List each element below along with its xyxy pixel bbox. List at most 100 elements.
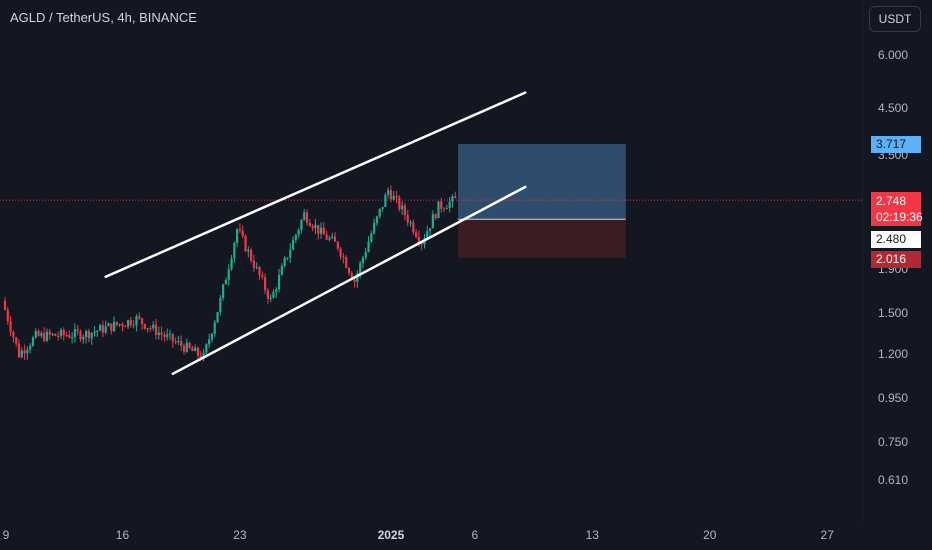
candle-body bbox=[98, 325, 102, 331]
candle-body bbox=[317, 224, 320, 234]
price-axis-tick: 6.000 bbox=[878, 48, 909, 62]
candle-body bbox=[339, 248, 342, 257]
candle-body bbox=[196, 347, 200, 356]
candle-body bbox=[412, 222, 415, 233]
price-axis-tick: 4.500 bbox=[878, 101, 909, 116]
candle-body bbox=[275, 289, 278, 292]
position-zones bbox=[458, 144, 626, 258]
candle-body bbox=[85, 331, 88, 338]
candle-body bbox=[238, 229, 242, 231]
candle-body bbox=[110, 323, 113, 332]
candle-body bbox=[331, 236, 334, 239]
candle-body bbox=[3, 300, 7, 310]
candle-body bbox=[177, 341, 180, 343]
candle-body bbox=[437, 201, 440, 219]
candle-body bbox=[445, 208, 448, 210]
candle-body bbox=[51, 333, 54, 335]
candle-body bbox=[236, 229, 239, 243]
candle-body bbox=[93, 331, 96, 333]
price-axis-tick: 1.200 bbox=[878, 347, 909, 362]
candle-body bbox=[454, 196, 457, 199]
candles bbox=[3, 185, 457, 362]
candle-body bbox=[174, 341, 177, 343]
candle-body bbox=[23, 350, 26, 354]
candle-body bbox=[163, 334, 166, 337]
candle-body bbox=[398, 196, 401, 210]
candle-body bbox=[152, 324, 155, 329]
candle-body bbox=[250, 249, 253, 261]
time-axis-tick: 6 bbox=[471, 528, 479, 542]
candle-body bbox=[15, 337, 18, 344]
candle-body bbox=[20, 350, 23, 358]
time-axis-tick: 27 bbox=[820, 528, 834, 542]
candle-body bbox=[54, 333, 57, 336]
candle-body bbox=[71, 337, 74, 339]
candle-body bbox=[188, 342, 191, 348]
candle-body bbox=[124, 326, 127, 328]
candle-body bbox=[104, 326, 107, 333]
price-axis-tick: 0.750 bbox=[878, 434, 909, 449]
candle-body bbox=[168, 333, 172, 335]
candle-body bbox=[392, 195, 395, 200]
price-axis-separator bbox=[862, 0, 863, 523]
candle-body bbox=[210, 333, 214, 340]
candle-body bbox=[146, 327, 149, 329]
candle-body bbox=[59, 330, 63, 337]
price-axis-tick: 0.950 bbox=[878, 390, 909, 405]
candle-body bbox=[384, 194, 387, 207]
candle-body bbox=[138, 316, 141, 319]
candle-body bbox=[96, 330, 99, 332]
candle-body bbox=[180, 341, 183, 346]
candle-body bbox=[222, 284, 225, 299]
currency-button[interactable]: USDT bbox=[869, 6, 921, 32]
candle-body bbox=[76, 329, 79, 332]
candle-body bbox=[308, 222, 311, 227]
candle-body bbox=[129, 320, 132, 326]
candle-body bbox=[230, 258, 233, 270]
entry-price-tag: 2.480 bbox=[871, 231, 921, 248]
time-axis-tick: 13 bbox=[585, 528, 599, 542]
candle-body bbox=[149, 327, 152, 329]
candle-body bbox=[255, 266, 258, 268]
candle-body bbox=[182, 345, 186, 352]
candle-body bbox=[434, 214, 437, 219]
candle-body bbox=[227, 269, 230, 280]
candle-body bbox=[403, 205, 407, 216]
candle-body bbox=[37, 331, 40, 336]
candle-body bbox=[194, 347, 197, 352]
candle-body bbox=[166, 334, 169, 337]
candle-body bbox=[244, 235, 247, 252]
candle-body bbox=[241, 230, 244, 236]
candle-body bbox=[87, 331, 90, 339]
candle-body bbox=[342, 256, 345, 258]
candle-body bbox=[6, 309, 9, 322]
channel-line-lower bbox=[171, 185, 527, 376]
candle-body bbox=[140, 318, 144, 324]
candle-body bbox=[252, 260, 256, 268]
last-price-tag: 2.748 02:19:36 bbox=[871, 192, 923, 226]
candle-body bbox=[269, 298, 272, 300]
ascending-channel bbox=[104, 91, 527, 376]
candle-body bbox=[157, 332, 160, 336]
candle-body bbox=[409, 222, 412, 224]
candle-body bbox=[426, 231, 429, 239]
candle-body bbox=[115, 321, 118, 325]
candle-body bbox=[389, 190, 393, 200]
candle-body bbox=[199, 355, 202, 359]
candle-body bbox=[325, 234, 328, 240]
candle-body bbox=[34, 331, 37, 338]
candle-body bbox=[202, 352, 205, 359]
candle-body bbox=[381, 206, 384, 209]
candle-body bbox=[347, 267, 351, 274]
candle-body bbox=[415, 232, 418, 237]
candle-body bbox=[26, 349, 29, 354]
candle-body bbox=[319, 227, 323, 234]
candle-body bbox=[208, 339, 211, 345]
channel-line-upper bbox=[104, 91, 527, 279]
candle-body bbox=[448, 201, 451, 209]
time-axis-tick: 16 bbox=[115, 528, 130, 542]
candle-body bbox=[289, 249, 292, 258]
candle-body bbox=[350, 273, 353, 280]
candle-body bbox=[101, 325, 104, 333]
